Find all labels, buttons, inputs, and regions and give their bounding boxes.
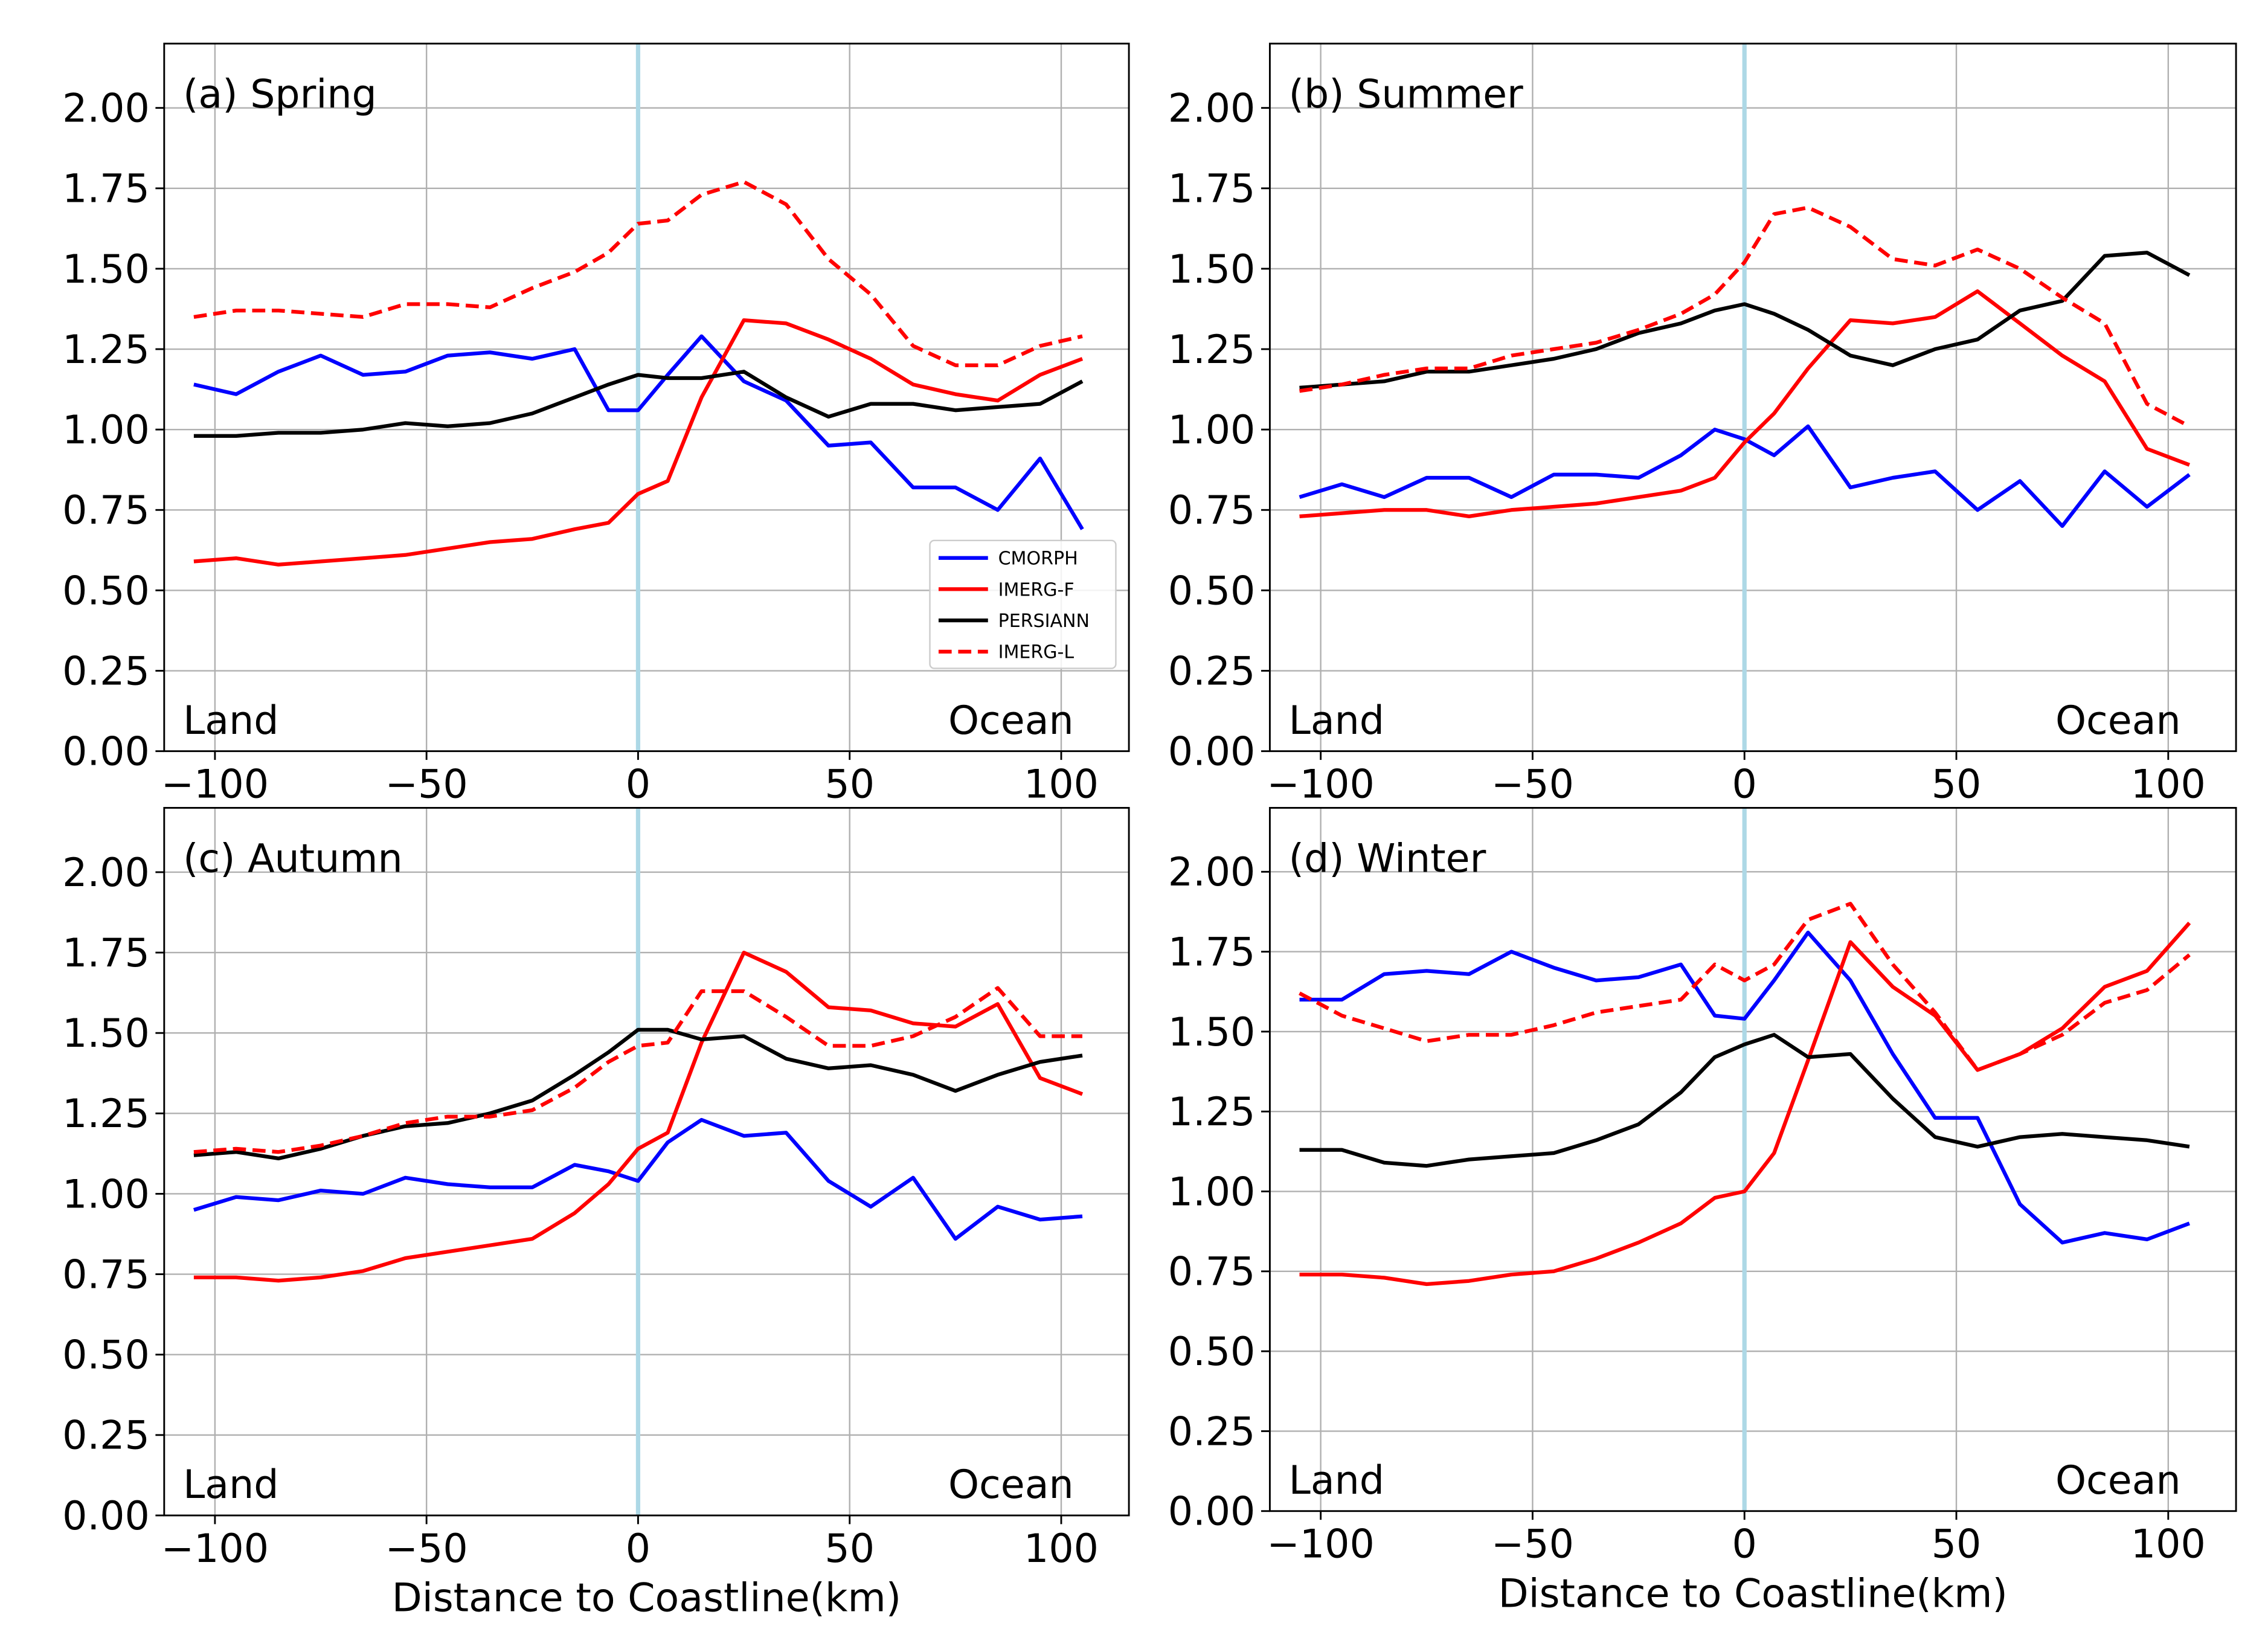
y-tick-label: 2.00 — [62, 86, 150, 132]
series-line-imerg-f — [193, 318, 1084, 567]
x-axis-label: Distance to Coastline(km) — [1499, 1571, 2008, 1616]
y-tick-label: 0.50 — [1168, 568, 1256, 614]
y-tick-label: 1.00 — [1168, 408, 1256, 453]
x-tick-label: −100 — [1267, 762, 1374, 808]
land-label: Land — [183, 698, 278, 744]
series-line-cmorph — [1299, 424, 2191, 529]
y-tick-label: 0.75 — [62, 488, 150, 533]
legend-label: IMERG-L — [998, 642, 1075, 663]
ocean-label: Ocean — [2055, 1458, 2181, 1503]
y-tick-label: 1.75 — [62, 931, 150, 976]
y-tick-label: 1.50 — [62, 1011, 150, 1056]
x-tick-label: 100 — [2131, 762, 2206, 808]
axes-frame — [1268, 807, 2237, 1512]
x-tick-label: 100 — [1024, 1526, 1099, 1572]
panel-title: (d) Winter — [1289, 836, 1486, 881]
y-tick-label: 1.25 — [1168, 1090, 1256, 1135]
legend-label: PERSIANN — [998, 611, 1090, 632]
y-tick-label: 1.00 — [62, 1172, 150, 1217]
series-line-cmorph — [193, 334, 1084, 530]
y-tick-label: 0.75 — [62, 1252, 150, 1297]
y-tick-label: 0.25 — [1168, 649, 1256, 694]
x-tick-label: −50 — [1491, 1522, 1574, 1567]
x-tick-label: 100 — [1024, 762, 1099, 808]
y-tick-label: 1.75 — [62, 167, 150, 212]
x-axis-label: Distance to Coastline(km) — [392, 1576, 901, 1621]
x-tick-label: −50 — [385, 762, 468, 808]
series-line-cmorph — [1299, 930, 2191, 1245]
y-tick-label: 1.00 — [1168, 1169, 1256, 1215]
y-tick-label: 0.50 — [62, 1333, 150, 1378]
series-line-imerg-f — [1299, 921, 2191, 1287]
y-tick-label: 1.50 — [62, 247, 150, 292]
y-tick-label: 0.50 — [62, 568, 150, 614]
y-tick-label: 1.25 — [62, 1091, 150, 1137]
x-tick-label: 50 — [824, 1526, 875, 1572]
ocean-label: Ocean — [948, 1462, 1074, 1508]
legend-label: IMERG-F — [998, 579, 1075, 600]
x-tick-label: 100 — [2131, 1522, 2206, 1567]
y-tick-label: 2.00 — [1168, 850, 1256, 895]
x-tick-label: 0 — [626, 762, 651, 808]
land-label: Land — [1289, 1458, 1384, 1503]
series-line-persiann — [193, 1027, 1083, 1161]
series-line-imerg-l — [1299, 205, 2191, 428]
legend-label: CMORPH — [998, 548, 1078, 570]
axes-frame — [163, 42, 1130, 753]
series-line-imerg-f — [193, 950, 1084, 1283]
ocean-label: Ocean — [948, 698, 1074, 744]
land-label: Land — [1289, 698, 1384, 744]
y-tick-label: 1.00 — [62, 408, 150, 453]
x-tick-label: −100 — [161, 762, 269, 808]
y-tick-label: 1.25 — [62, 327, 150, 373]
y-tick-label: 0.00 — [1168, 1489, 1256, 1535]
y-tick-label: 0.75 — [1168, 488, 1256, 533]
axes-frame — [1268, 42, 2237, 753]
panel-title: (c) Autumn — [183, 836, 403, 881]
series-line-persiann — [193, 370, 1084, 438]
panel-title: (b) Summer — [1289, 72, 1523, 117]
y-tick-label: 0.25 — [62, 1413, 150, 1459]
ocean-label: Ocean — [2055, 698, 2181, 744]
legend-box — [929, 539, 1117, 669]
series-line-cmorph — [193, 1117, 1083, 1241]
series-line-imerg-l — [193, 179, 1083, 367]
y-tick-label: 2.00 — [1168, 86, 1256, 132]
x-tick-label: 50 — [1932, 1522, 1982, 1567]
series-line-persiann — [1299, 251, 2191, 390]
x-tick-label: 0 — [1732, 1522, 1757, 1567]
y-tick-label: 2.00 — [62, 850, 150, 896]
x-tick-label: 50 — [1932, 762, 1982, 808]
x-tick-label: −50 — [1491, 762, 1574, 808]
x-tick-label: −50 — [385, 1526, 468, 1572]
x-tick-label: 0 — [1732, 762, 1757, 808]
y-tick-label: 1.75 — [1168, 167, 1256, 212]
x-tick-label: 0 — [626, 1526, 651, 1572]
y-tick-label: 0.00 — [62, 730, 150, 775]
land-label: Land — [183, 1462, 278, 1508]
x-tick-label: −100 — [1267, 1522, 1374, 1567]
y-tick-label: 1.75 — [1168, 930, 1256, 975]
y-tick-label: 0.75 — [1168, 1250, 1256, 1295]
y-tick-label: 1.50 — [1168, 1010, 1256, 1055]
series-line-imerg-f — [1299, 289, 2191, 519]
y-tick-label: 0.25 — [1168, 1409, 1256, 1454]
series-line-imerg-l — [1299, 902, 2191, 1072]
series-line-persiann — [1299, 1033, 2190, 1168]
y-tick-label: 1.50 — [1168, 247, 1256, 292]
y-tick-label: 0.00 — [62, 1494, 150, 1539]
x-tick-label: −100 — [161, 1526, 269, 1572]
axes-frame — [163, 807, 1130, 1517]
panel-title: (a) Spring — [183, 72, 377, 117]
y-tick-label: 0.50 — [1168, 1329, 1256, 1375]
y-tick-label: 1.25 — [1168, 327, 1256, 373]
y-tick-label: 0.00 — [1168, 730, 1256, 775]
x-tick-label: 50 — [824, 762, 875, 808]
y-tick-label: 0.25 — [62, 649, 150, 694]
